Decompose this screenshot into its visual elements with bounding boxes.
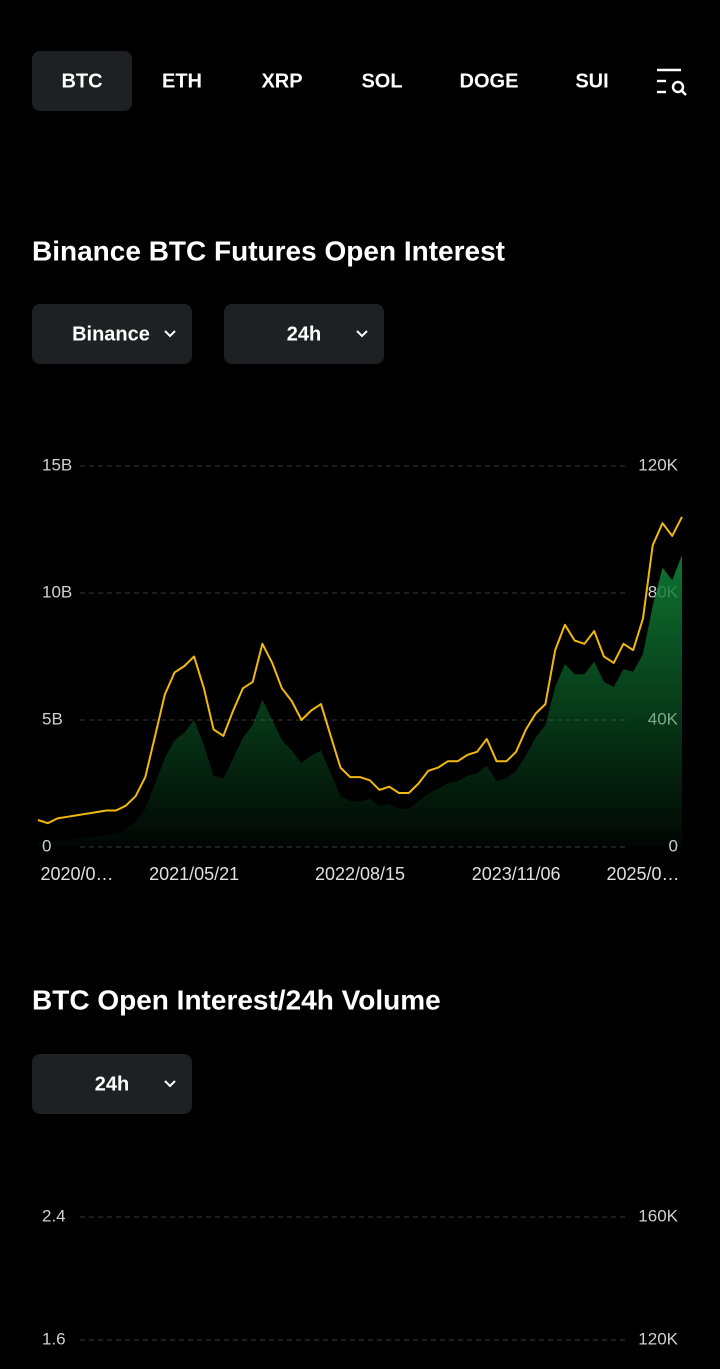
tab[interactable]: SOL: [361, 70, 402, 92]
x-tick-label: 2023/11/06: [472, 864, 561, 884]
tab-bar: BTC ETH XRP SOL DOGE SUI: [32, 51, 609, 111]
y-tick-label: 5B: [42, 709, 63, 728]
y-tick-label: 15B: [42, 455, 72, 474]
y-tick-label: 1.6: [42, 1329, 66, 1348]
tab[interactable]: BTC: [61, 70, 102, 92]
dropdown[interactable]: [32, 304, 192, 364]
x-tick-label: 2021/05/21: [149, 864, 239, 884]
section-title: BTC Open Interest/24h Volume: [32, 984, 441, 1015]
charts: 05B10B15B040K80K120K2020/0…2021/05/21202…: [37, 455, 683, 1348]
y2-tick-label: 160K: [638, 1206, 678, 1225]
dropdown-label[interactable]: Binance: [72, 323, 150, 345]
tab[interactable]: ETH: [162, 70, 202, 92]
x-tick-label: 2020/0…: [40, 864, 113, 884]
tab-active-bg: [32, 51, 132, 111]
chevron: [164, 330, 176, 338]
tab[interactable]: DOGE: [460, 70, 519, 92]
y2-tick-label: 120K: [638, 1329, 678, 1348]
dropdown-label[interactable]: 24h: [95, 1073, 129, 1095]
chevron: [164, 1080, 176, 1088]
x-tick-label: 2025/0…: [606, 864, 679, 884]
tab[interactable]: XRP: [261, 70, 302, 92]
x-tick-label: 2022/08/15: [315, 864, 405, 884]
section-title: Binance BTC Futures Open Interest: [32, 235, 505, 266]
y-tick-label: 2.4: [42, 1206, 66, 1225]
y2-tick-label: 120K: [638, 455, 678, 474]
chevron: [356, 330, 368, 338]
area: [38, 554, 682, 847]
menu-icon[interactable]: [657, 68, 687, 96]
line: [37, 516, 683, 825]
tab[interactable]: SUI: [575, 70, 608, 92]
y-tick-label: 10B: [42, 582, 72, 601]
dropdown[interactable]: [32, 1054, 192, 1114]
dropdown-label[interactable]: 24h: [287, 323, 321, 345]
dropdown[interactable]: [224, 304, 384, 364]
